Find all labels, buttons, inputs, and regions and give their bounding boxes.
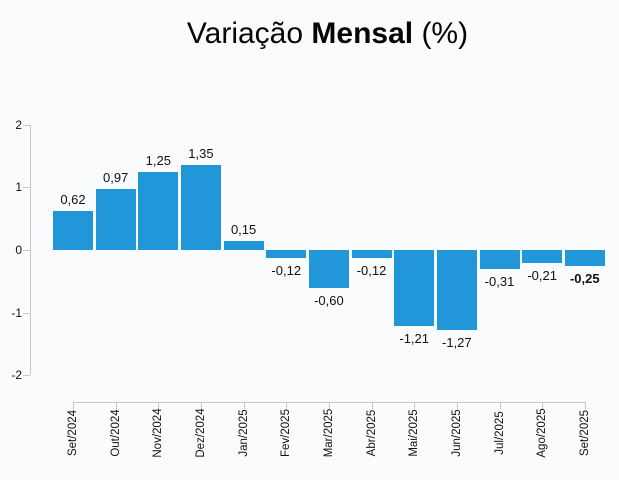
- bar: [479, 250, 520, 270]
- x-axis-tick: [414, 402, 416, 409]
- bar-value-label: -0,25: [569, 270, 600, 286]
- chart-title: Variação Mensal (%): [0, 16, 619, 52]
- bar-value-label: 1,35: [188, 146, 214, 162]
- x-axis-tick: [542, 402, 544, 409]
- x-axis-tick: [286, 402, 288, 409]
- chart-title-emphasis: Mensal: [311, 17, 414, 50]
- x-tick-label: Set/2025: [578, 409, 591, 457]
- x-axis-tick: [243, 402, 245, 409]
- x-tick-label: Dez/2024: [194, 408, 207, 458]
- bar: [95, 189, 136, 250]
- y-tick-label: 2: [15, 117, 22, 132]
- bar: [522, 250, 563, 264]
- x-tick-label: Mar/2025: [322, 408, 335, 458]
- x-tick-label: Mai/2025: [408, 409, 421, 457]
- bar-value-label: -0,31: [484, 274, 515, 290]
- bar-value-label: 1,25: [145, 152, 171, 168]
- y-tick-label: 0: [15, 243, 22, 257]
- x-tick-label: Jun/2025: [450, 409, 463, 457]
- x-axis-tick: [73, 402, 74, 409]
- bar-value-label: -0,12: [271, 262, 302, 278]
- x-axis-tick: [328, 402, 330, 409]
- x-tick-label: Ago/2025: [536, 408, 549, 458]
- x-tick-label: Fev/2025: [280, 409, 293, 457]
- y-axis-tick: [23, 187, 30, 189]
- x-tick-label: Abr/2025: [365, 409, 378, 457]
- bar-value-label: -0,21: [527, 268, 557, 284]
- bar: [266, 250, 307, 258]
- y-axis-tick: [23, 312, 30, 314]
- bar: [564, 250, 605, 266]
- y-tick-label: 1: [15, 180, 22, 195]
- x-axis-tick: [115, 402, 117, 409]
- bar: [394, 250, 435, 326]
- bar-value-label: -1,27: [442, 334, 472, 350]
- x-axis-tick: [584, 402, 586, 409]
- x-tick-label: Out/2024: [109, 409, 122, 457]
- bar-value-label: 0,97: [102, 170, 129, 186]
- y-tick-label: -1: [11, 305, 22, 320]
- chart-title-suffix: (%): [413, 17, 469, 50]
- x-tick-label: Nov/2024: [152, 408, 165, 458]
- bar: [180, 165, 221, 250]
- y-axis-tick: [23, 124, 30, 126]
- bar: [436, 250, 477, 330]
- y-axis-tick: [23, 250, 30, 251]
- bar: [351, 250, 392, 258]
- x-axis-tick: [158, 402, 160, 409]
- bar-value-label: -0,60: [314, 292, 344, 308]
- bar-value-label: -0,12: [356, 262, 387, 278]
- bar: [53, 211, 93, 250]
- x-axis-tick: [371, 402, 373, 409]
- x-axis-tick: [200, 402, 202, 409]
- x-axis-tick: [456, 402, 458, 409]
- x-tick-label: Jan/2025: [237, 409, 250, 457]
- bar-value-label: 0,62: [60, 192, 86, 208]
- bar-value-label: -1,21: [399, 330, 429, 346]
- y-tick-label: -2: [11, 368, 22, 383]
- chart-title-prefix: Variação: [186, 17, 312, 50]
- y-axis-tick: [23, 375, 30, 377]
- bar: [223, 240, 264, 250]
- bar: [308, 250, 349, 288]
- y-axis-line: [30, 124, 31, 376]
- x-tick-label: Set/2024: [67, 409, 79, 457]
- bar-value-label: 0,15: [230, 221, 257, 237]
- bar: [138, 171, 179, 250]
- x-tick-label: Jul/2025: [493, 411, 506, 455]
- x-axis-tick: [499, 402, 501, 409]
